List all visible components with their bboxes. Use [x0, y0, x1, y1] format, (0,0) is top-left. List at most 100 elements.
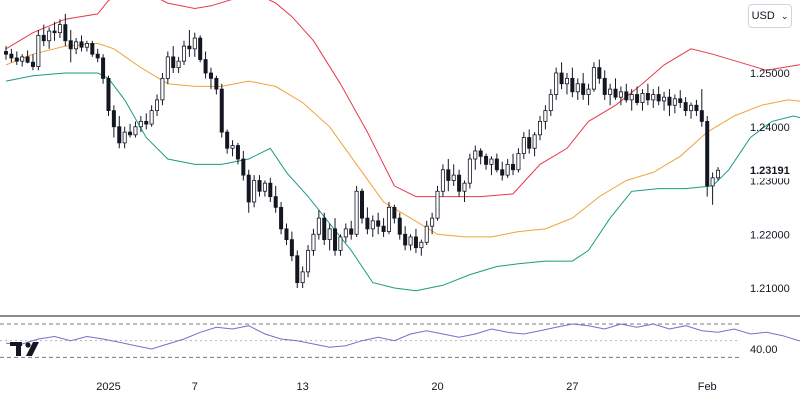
candle[interactable] [9, 48, 14, 63]
candle[interactable] [273, 185, 278, 213]
candle[interactable] [84, 40, 89, 52]
candle[interactable] [138, 116, 143, 133]
candle[interactable] [635, 86, 640, 106]
candle[interactable] [349, 220, 354, 240]
candle[interactable] [171, 46, 176, 73]
candle[interactable] [645, 83, 650, 106]
candle[interactable] [63, 13, 68, 47]
candle[interactable] [457, 169, 462, 197]
candle[interactable] [500, 161, 505, 181]
candle[interactable] [257, 175, 262, 197]
candle[interactable] [451, 164, 456, 186]
candle[interactable] [564, 73, 569, 95]
candle[interactable] [133, 121, 138, 138]
candle[interactable] [651, 89, 656, 108]
candle[interactable] [262, 180, 267, 197]
candle[interactable] [608, 83, 613, 106]
candle[interactable] [203, 51, 208, 79]
candle[interactable] [187, 30, 192, 57]
candle[interactable] [473, 145, 478, 170]
candle[interactable] [484, 153, 489, 170]
candle[interactable] [198, 35, 203, 63]
candle[interactable] [14, 51, 19, 65]
candle[interactable] [52, 21, 57, 41]
candle[interactable] [230, 140, 235, 157]
candle[interactable] [527, 129, 532, 154]
candle[interactable] [381, 218, 386, 237]
candle[interactable] [279, 202, 284, 235]
candle[interactable] [376, 212, 381, 235]
candle[interactable] [225, 129, 230, 154]
candle[interactable] [613, 78, 618, 100]
candle[interactable] [289, 231, 294, 262]
candle[interactable] [214, 75, 219, 95]
candle[interactable] [30, 54, 35, 71]
candle[interactable] [90, 40, 95, 57]
candle[interactable] [155, 94, 160, 117]
candle[interactable] [111, 105, 116, 138]
candle[interactable] [408, 234, 413, 251]
candle[interactable] [101, 54, 106, 84]
candle[interactable] [624, 83, 629, 103]
candle[interactable] [122, 126, 127, 149]
candle[interactable] [662, 91, 667, 111]
candle[interactable] [392, 204, 397, 224]
candle[interactable] [386, 202, 391, 235]
candle[interactable] [640, 89, 645, 111]
candle[interactable] [694, 99, 699, 116]
candle[interactable] [403, 226, 408, 251]
candle[interactable] [689, 102, 694, 119]
candle[interactable] [235, 142, 240, 165]
candle[interactable] [176, 56, 181, 73]
candle[interactable] [667, 89, 672, 116]
candle[interactable] [370, 215, 375, 237]
candle[interactable] [252, 175, 257, 208]
candle[interactable] [165, 51, 170, 84]
candle[interactable] [548, 89, 553, 116]
candle[interactable] [306, 245, 311, 278]
candle[interactable] [575, 78, 580, 100]
candle[interactable] [149, 105, 154, 127]
tradingview-logo-icon[interactable] [8, 338, 44, 363]
candle[interactable] [300, 266, 305, 289]
candle[interactable] [316, 210, 321, 240]
candle[interactable] [516, 148, 521, 173]
candle[interactable] [430, 212, 435, 235]
candle[interactable] [424, 220, 429, 245]
candle[interactable] [683, 97, 688, 116]
candle[interactable] [656, 86, 661, 106]
candle[interactable] [311, 228, 316, 256]
candle[interactable] [511, 153, 516, 176]
candle[interactable] [559, 62, 564, 90]
candle[interactable] [295, 250, 300, 288]
candle[interactable] [629, 89, 634, 111]
candle[interactable] [435, 185, 440, 221]
candle[interactable] [440, 164, 445, 197]
currency-selector[interactable]: USD ⌄ [748, 4, 792, 28]
candle[interactable] [322, 212, 327, 245]
candle[interactable] [181, 40, 186, 65]
candle[interactable] [554, 67, 559, 100]
candle[interactable] [581, 73, 586, 100]
candle[interactable] [20, 54, 25, 67]
candle[interactable] [413, 228, 418, 254]
candle[interactable] [462, 180, 467, 203]
candle[interactable] [128, 124, 133, 138]
candle[interactable] [478, 148, 483, 165]
candle[interactable] [543, 105, 548, 130]
candle[interactable] [333, 218, 338, 256]
candle[interactable] [68, 30, 73, 63]
candle[interactable] [419, 239, 424, 256]
candle[interactable] [672, 94, 677, 114]
candle[interactable] [505, 159, 510, 178]
candle[interactable] [47, 27, 52, 49]
candle[interactable] [117, 116, 122, 149]
candle[interactable] [208, 67, 213, 90]
candle[interactable] [521, 132, 526, 159]
candle[interactable] [343, 223, 348, 243]
candle[interactable] [365, 207, 370, 235]
candle[interactable] [489, 156, 494, 176]
candle[interactable] [192, 32, 197, 57]
candle[interactable] [268, 177, 273, 202]
